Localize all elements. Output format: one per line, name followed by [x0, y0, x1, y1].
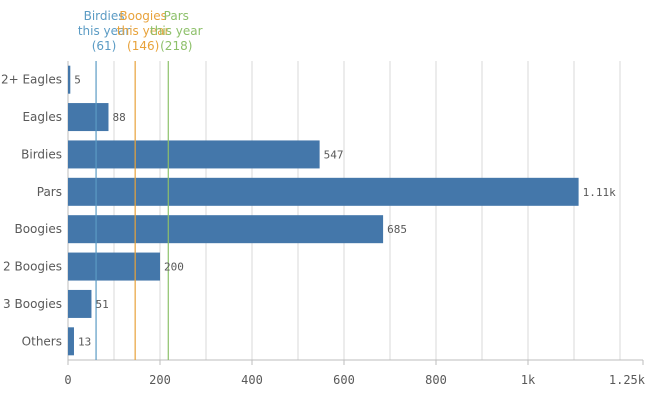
data-label: 200 [164, 261, 184, 274]
x-tick-label: 0 [64, 373, 71, 387]
category-label: Eagles [22, 110, 62, 124]
reference-line-label: Birdies [84, 9, 125, 23]
reference-line-label: Boogies [119, 9, 167, 23]
reference-line-label: (146) [127, 39, 159, 53]
category-label: 2+ Eagles [1, 73, 62, 87]
reference-line-label: this year [117, 24, 170, 38]
data-label: 547 [324, 148, 344, 161]
category-label: Others [22, 334, 62, 348]
reference-lines [95, 61, 169, 360]
bar [68, 103, 109, 132]
bars [68, 65, 579, 356]
category-label: Birdies [21, 147, 62, 161]
bar [68, 215, 384, 244]
category-label: Boogies [14, 222, 62, 236]
reference-line-label: this year [78, 24, 131, 38]
data-label: 88 [112, 111, 125, 124]
bar [68, 252, 160, 281]
bar [68, 140, 320, 169]
reference-line-label: (218) [160, 39, 192, 53]
labels: 0 200 400 600 800 1k 1.25k 2+ Eagles 5 Eagles 88 Bi… [1, 9, 646, 387]
bar [68, 65, 71, 94]
data-label: 51 [95, 298, 108, 311]
bar [68, 289, 92, 318]
data-label: 685 [387, 223, 407, 236]
data-label: 5 [74, 74, 81, 87]
category-label: 2 Boogies [3, 260, 62, 274]
x-tick-label: 600 [333, 373, 355, 387]
x-tick-label: 1.25k [609, 373, 646, 387]
category-label: 3 Boogies [3, 297, 62, 311]
x-tick-label: 800 [425, 373, 447, 387]
reference-line-label: Pars [164, 9, 189, 23]
reference-line-label: (61) [92, 39, 117, 53]
x-tick-label: 1k [521, 373, 536, 387]
x-tick-label: 400 [241, 373, 263, 387]
bar [68, 177, 579, 206]
bar [68, 327, 74, 356]
data-label: 1.11k [583, 186, 616, 199]
grid-lines [67, 61, 644, 365]
x-tick-label: 200 [149, 373, 171, 387]
category-label: Pars [37, 185, 62, 199]
data-label: 13 [78, 335, 91, 348]
reference-line-label: this year [150, 24, 203, 38]
